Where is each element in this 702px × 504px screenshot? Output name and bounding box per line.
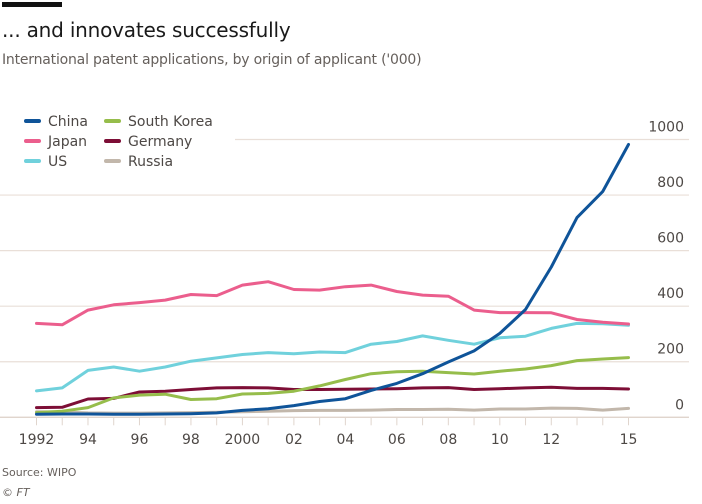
- series-line-russia: [35, 406, 630, 415]
- x-tick-label: 98: [182, 432, 200, 448]
- legend-item-china: China: [24, 113, 88, 131]
- chart-subtitle: International patent applications, by or…: [2, 52, 422, 68]
- series-line-south-korea: [35, 356, 630, 415]
- gridlines: [0, 138, 689, 418]
- y-tick-label: 800: [657, 175, 684, 191]
- y-tick-label: 200: [657, 342, 684, 358]
- copyright-note: © FT: [2, 486, 30, 499]
- legend-item-japan: Japan: [24, 133, 87, 151]
- y-tick-label: 0: [675, 397, 684, 413]
- y-tick-label: 400: [657, 286, 684, 302]
- legend-label: China: [48, 114, 88, 130]
- legend-item-south-korea: South Korea: [104, 113, 213, 131]
- x-tick-label: 15: [620, 432, 638, 448]
- series-line-germany: [35, 385, 630, 410]
- legend-swatch: [104, 119, 121, 123]
- x-tick-label: 08: [439, 432, 457, 448]
- x-tick-label: 12: [542, 432, 560, 448]
- x-tick-label: 04: [336, 432, 354, 448]
- header-accent-bar: [2, 2, 62, 7]
- x-tick-label: 2000: [225, 432, 261, 448]
- x-tick-label: 02: [285, 432, 303, 448]
- legend-label: South Korea: [128, 114, 213, 130]
- y-tick-label: 600: [657, 231, 684, 247]
- y-axis-labels: 0 200 400 600 800 1000: [648, 120, 684, 414]
- x-tick-label: 96: [131, 432, 149, 448]
- legend-label: US: [48, 154, 68, 170]
- legend-swatch: [24, 159, 41, 163]
- chart-title: ... and innovates successfully: [2, 18, 291, 42]
- series-line-china: [35, 143, 630, 416]
- legend-label: Russia: [128, 154, 174, 170]
- legend-label: Germany: [128, 134, 193, 150]
- legend-item-germany: Germany: [104, 133, 192, 151]
- legend-label: Japan: [48, 134, 88, 150]
- x-tick-label: 06: [388, 432, 406, 448]
- x-axis: 1992 94 96 98 2000 02 04 06 08 10 12 15: [0, 416, 689, 448]
- legend-item-us: US: [24, 153, 67, 171]
- series-line-japan: [35, 280, 630, 327]
- legend-swatch: [24, 119, 41, 123]
- legend-item-russia: Russia: [104, 153, 173, 171]
- series-lines: [35, 143, 630, 416]
- x-tick-label: 1992: [19, 432, 55, 448]
- y-tick-label: 1000: [648, 120, 684, 136]
- x-tick-label: 94: [79, 432, 97, 448]
- legend-swatch: [104, 159, 121, 163]
- legend-swatch: [104, 139, 121, 143]
- legend-swatch: [24, 139, 41, 143]
- series-line-us: [35, 321, 630, 393]
- source-note: Source: WIPO: [2, 466, 77, 479]
- x-tick-label: 10: [491, 432, 509, 448]
